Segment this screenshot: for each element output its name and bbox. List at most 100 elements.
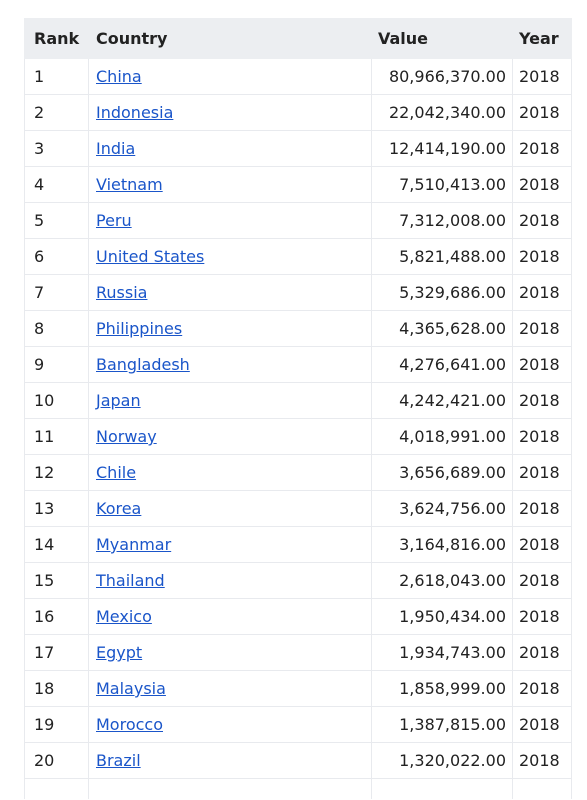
value-cell: 4,018,991.00 (371, 418, 513, 455)
rank-cell: 16 (24, 598, 89, 635)
country-cell: Thailand (88, 562, 372, 599)
table-row: 7 Russia 5,329,686.00 2018 (24, 274, 572, 311)
value-cell: 1,320,022.00 (371, 742, 513, 779)
rank-cell: 3 (24, 130, 89, 167)
country-link[interactable]: Brazil (96, 751, 141, 770)
country-link[interactable]: Peru (96, 211, 132, 230)
header-country[interactable]: Country (88, 18, 372, 59)
table-header: Rank Country Value Year (24, 18, 572, 59)
year-cell: 2018 (512, 598, 572, 635)
country-link[interactable]: Norway (96, 427, 157, 446)
country-cell: Egypt (88, 634, 372, 671)
country-link[interactable]: China (96, 67, 142, 86)
table-row: 4 Vietnam 7,510,413.00 2018 (24, 166, 572, 203)
table-row: 11 Norway 4,018,991.00 2018 (24, 418, 572, 455)
year-cell: 2018 (512, 670, 572, 707)
rank-cell: 7 (24, 274, 89, 311)
country-cell: Malaysia (88, 670, 372, 707)
year-cell: 2018 (512, 634, 572, 671)
country-link[interactable]: Japan (96, 391, 141, 410)
empty-cell (88, 778, 372, 799)
value-cell: 1,934,743.00 (371, 634, 513, 671)
table-row: 3 India 12,414,190.00 2018 (24, 130, 572, 167)
empty-cell (371, 778, 513, 799)
country-link[interactable]: Chile (96, 463, 137, 482)
rank-cell: 19 (24, 706, 89, 743)
country-cell: Chile (88, 454, 372, 491)
year-cell: 2018 (512, 418, 572, 455)
country-link[interactable]: India (96, 139, 136, 158)
value-cell: 5,821,488.00 (371, 238, 513, 275)
header-rank[interactable]: Rank (24, 18, 89, 59)
header-value[interactable]: Value (371, 18, 513, 59)
rank-cell: 12 (24, 454, 89, 491)
value-cell: 12,414,190.00 (371, 130, 513, 167)
table-row: 9 Bangladesh 4,276,641.00 2018 (24, 346, 572, 383)
value-cell: 7,510,413.00 (371, 166, 513, 203)
country-link[interactable]: Philippines (96, 319, 183, 338)
empty-cell (24, 778, 89, 799)
country-cell: United States (88, 238, 372, 275)
year-cell: 2018 (512, 202, 572, 239)
rank-cell: 1 (24, 58, 89, 95)
year-cell: 2018 (512, 454, 572, 491)
ranking-table-container: Rank Country Value Year 1 China 80,966,370… (24, 18, 572, 799)
rank-cell: 18 (24, 670, 89, 707)
table-row: 12 Chile 3,656,689.00 2018 (24, 454, 572, 491)
country-cell: Mexico (88, 598, 372, 635)
value-cell: 1,858,999.00 (371, 670, 513, 707)
value-cell: 3,624,756.00 (371, 490, 513, 527)
value-cell: 3,164,816.00 (371, 526, 513, 563)
country-link[interactable]: Egypt (96, 643, 143, 662)
country-link[interactable]: United States (96, 247, 205, 266)
year-cell: 2018 (512, 346, 572, 383)
country-link[interactable]: Vietnam (96, 175, 163, 194)
year-cell: 2018 (512, 274, 572, 311)
rank-cell: 20 (24, 742, 89, 779)
rank-cell: 14 (24, 526, 89, 563)
table-row: 16 Mexico 1,950,434.00 2018 (24, 598, 572, 635)
value-cell: 3,656,689.00 (371, 454, 513, 491)
value-cell: 4,242,421.00 (371, 382, 513, 419)
empty-cell (512, 778, 572, 799)
year-cell: 2018 (512, 562, 572, 599)
country-link[interactable]: Malaysia (96, 679, 166, 698)
country-link[interactable]: Morocco (96, 715, 163, 734)
country-link[interactable]: Thailand (96, 571, 165, 590)
country-link[interactable]: Mexico (96, 607, 152, 626)
country-cell: China (88, 58, 372, 95)
country-link[interactable]: Bangladesh (96, 355, 190, 374)
header-year[interactable]: Year (512, 18, 572, 59)
country-cell: Norway (88, 418, 372, 455)
year-cell: 2018 (512, 490, 572, 527)
rank-cell: 17 (24, 634, 89, 671)
table-body: 1 China 80,966,370.00 2018 2 Indonesia 22,042,… (24, 58, 572, 799)
country-cell: Bangladesh (88, 346, 372, 383)
country-cell: Myanmar (88, 526, 372, 563)
country-link[interactable]: Russia (96, 283, 148, 302)
year-cell: 2018 (512, 58, 572, 95)
country-cell: Brazil (88, 742, 372, 779)
value-cell: 7,312,008.00 (371, 202, 513, 239)
table-row: 6 United States 5,821,488.00 2018 (24, 238, 572, 275)
year-cell: 2018 (512, 706, 572, 743)
rank-cell: 13 (24, 490, 89, 527)
year-cell: 2018 (512, 130, 572, 167)
table-row: 8 Philippines 4,365,628.00 2018 (24, 310, 572, 347)
year-cell: 2018 (512, 238, 572, 275)
country-cell: Indonesia (88, 94, 372, 131)
rank-cell: 6 (24, 238, 89, 275)
ranking-table: Rank Country Value Year 1 China 80,966,370… (24, 18, 572, 799)
value-cell: 1,387,815.00 (371, 706, 513, 743)
table-row: 2 Indonesia 22,042,340.00 2018 (24, 94, 572, 131)
table-row: 1 China 80,966,370.00 2018 (24, 58, 572, 95)
rank-cell: 15 (24, 562, 89, 599)
table-row: 18 Malaysia 1,858,999.00 2018 (24, 670, 572, 707)
table-row: 10 Japan 4,242,421.00 2018 (24, 382, 572, 419)
country-link[interactable]: Myanmar (96, 535, 172, 554)
country-cell: Russia (88, 274, 372, 311)
table-row: 17 Egypt 1,934,743.00 2018 (24, 634, 572, 671)
country-link[interactable]: Indonesia (96, 103, 174, 122)
country-cell: Korea (88, 490, 372, 527)
country-link[interactable]: Korea (96, 499, 142, 518)
